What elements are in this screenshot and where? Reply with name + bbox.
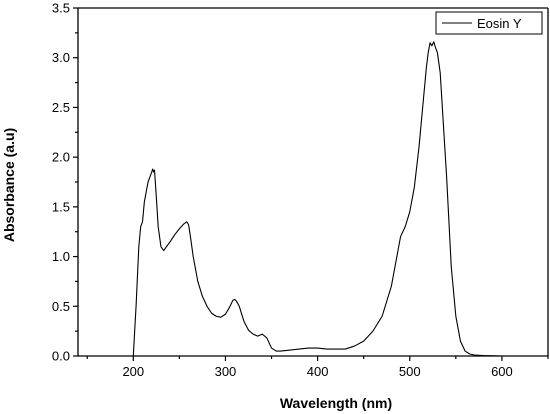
legend: Eosin Y <box>435 11 543 35</box>
y-tick-label: 0.5 <box>52 299 70 314</box>
y-tick-label: 3.0 <box>52 50 70 65</box>
x-tick-label: 400 <box>307 364 329 379</box>
x-axis-title: Wavelength (nm) <box>280 395 392 411</box>
x-tick-label: 500 <box>399 364 421 379</box>
y-axis-title: Absorbance (a.u) <box>1 128 17 242</box>
x-tick-label: 300 <box>215 364 237 379</box>
y-tick-label: 2.5 <box>52 100 70 115</box>
y-tick-label: 3.5 <box>52 1 70 16</box>
y-tick-label: 0.0 <box>52 349 70 364</box>
series-layer <box>132 41 548 357</box>
series-line-eosin-y <box>132 41 548 357</box>
x-tick-label: 600 <box>491 364 513 379</box>
legend-label: Eosin Y <box>477 16 522 31</box>
x-tick-label: 200 <box>122 364 144 379</box>
y-tick-label: 2.0 <box>52 150 70 165</box>
y-tick-label: 1.5 <box>52 199 70 214</box>
axes: 200 300 400 500 600 0.0 0.5 1.0 1.5 2.0 2.5 3.0 3.5 <box>52 1 549 379</box>
legend-box <box>435 11 543 35</box>
y-tick-label: 1.0 <box>52 249 70 264</box>
